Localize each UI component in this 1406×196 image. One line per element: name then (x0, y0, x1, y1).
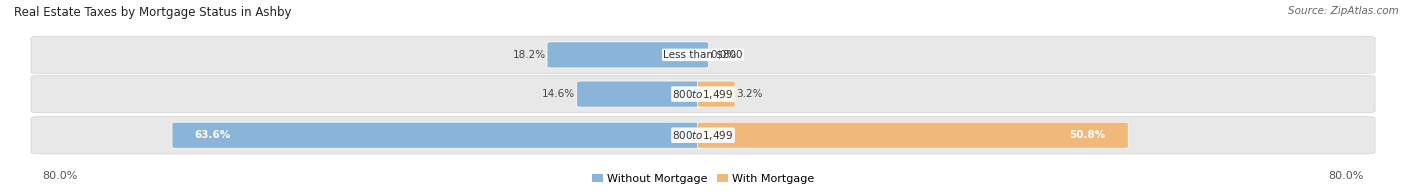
FancyBboxPatch shape (697, 122, 1128, 148)
FancyBboxPatch shape (31, 75, 1375, 113)
FancyBboxPatch shape (172, 122, 709, 148)
FancyBboxPatch shape (697, 81, 735, 107)
Text: 0.0%: 0.0% (710, 50, 737, 60)
FancyBboxPatch shape (31, 116, 1375, 154)
Text: 63.6%: 63.6% (194, 130, 231, 140)
Text: 80.0%: 80.0% (42, 171, 77, 181)
Text: $800 to $1,499: $800 to $1,499 (672, 88, 734, 101)
FancyBboxPatch shape (547, 42, 709, 68)
Text: 50.8%: 50.8% (1070, 130, 1105, 140)
Text: 18.2%: 18.2% (513, 50, 546, 60)
Text: Less than $800: Less than $800 (664, 50, 742, 60)
Legend: Without Mortgage, With Mortgage: Without Mortgage, With Mortgage (588, 170, 818, 189)
Text: $800 to $1,499: $800 to $1,499 (672, 129, 734, 142)
FancyBboxPatch shape (31, 36, 1375, 74)
Text: Real Estate Taxes by Mortgage Status in Ashby: Real Estate Taxes by Mortgage Status in … (14, 6, 291, 19)
Text: 14.6%: 14.6% (543, 89, 575, 99)
Text: Source: ZipAtlas.com: Source: ZipAtlas.com (1288, 6, 1399, 16)
Text: 80.0%: 80.0% (1329, 171, 1364, 181)
Text: 3.2%: 3.2% (737, 89, 763, 99)
FancyBboxPatch shape (576, 81, 709, 107)
